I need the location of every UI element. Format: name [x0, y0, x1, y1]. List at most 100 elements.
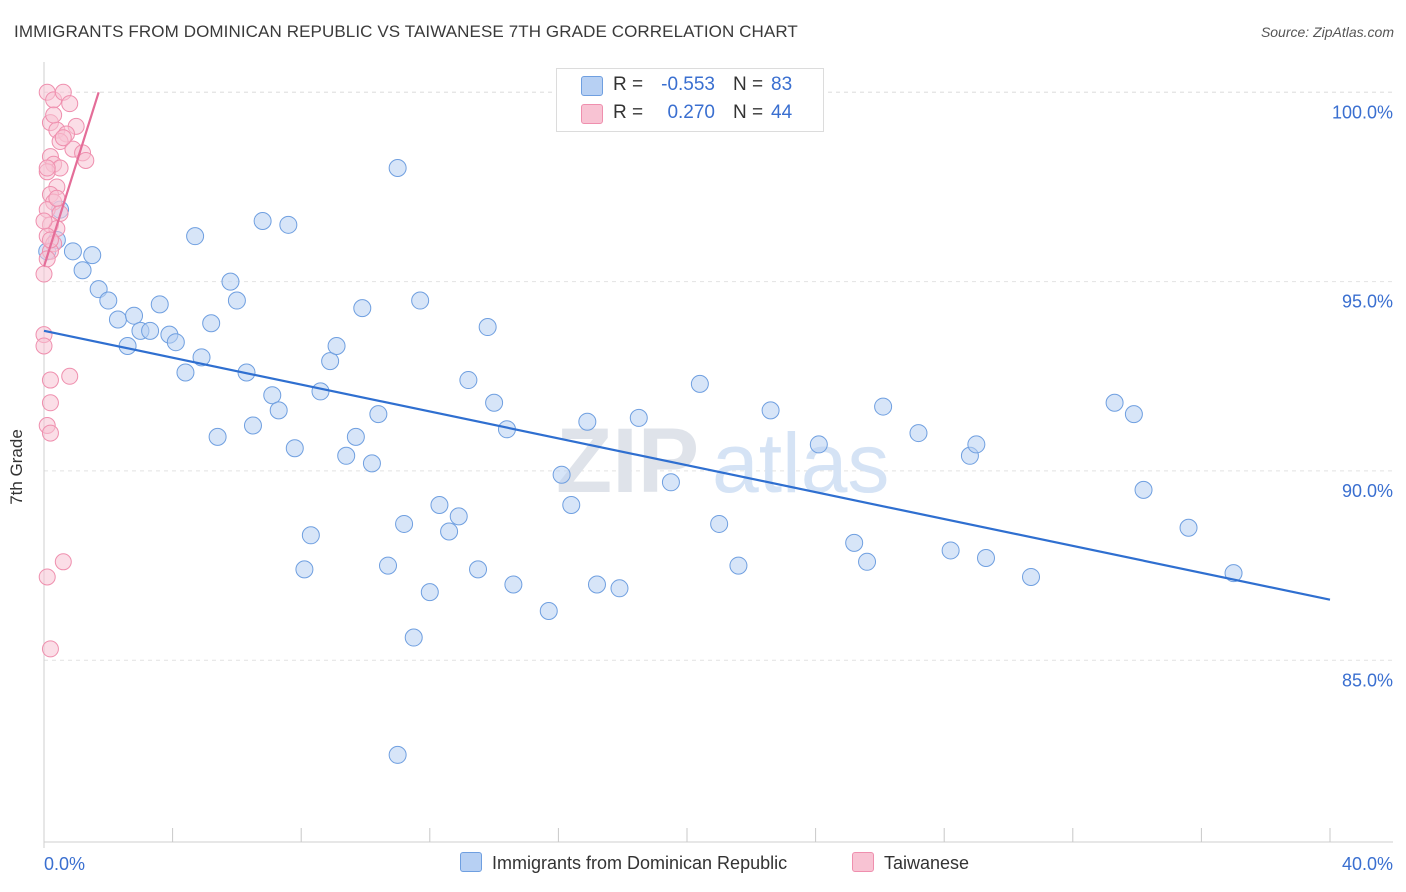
data-point-blue: [504, 575, 523, 594]
data-point-blue: [166, 333, 185, 352]
data-point-pink: [54, 553, 72, 571]
data-point-blue: [279, 215, 298, 234]
data-point-blue: [809, 435, 828, 454]
data-point-blue: [141, 321, 160, 340]
x-tick-label-left: 0.0%: [44, 854, 85, 874]
data-point-blue: [587, 575, 606, 594]
data-point-blue: [411, 291, 430, 310]
data-point-blue: [321, 352, 340, 371]
data-point-pink: [35, 337, 53, 355]
data-point-blue: [301, 526, 320, 545]
data-point-blue: [478, 318, 497, 337]
series-pink-points: [35, 83, 95, 658]
data-point-pink: [41, 640, 59, 658]
data-point-blue: [710, 514, 729, 533]
bottom-legend-swatch-blue: [460, 852, 482, 872]
data-point-blue: [552, 465, 571, 484]
data-point-blue: [176, 363, 195, 382]
legend-r-value: 0.270: [667, 102, 715, 123]
data-point-blue: [295, 560, 314, 579]
legend-r-value: -0.553: [661, 74, 715, 95]
data-point-blue: [1179, 518, 1198, 537]
y-tick-labels: 100.0% 95.0% 90.0% 85.0%: [1332, 102, 1393, 690]
data-point-blue: [327, 336, 346, 355]
data-point-blue: [63, 242, 82, 261]
data-point-blue: [227, 291, 246, 310]
data-point-blue: [661, 473, 680, 492]
data-point-blue: [243, 416, 262, 435]
data-point-pink: [41, 424, 59, 442]
data-point-blue: [459, 371, 478, 390]
data-point-blue: [192, 348, 211, 367]
data-point-blue: [404, 628, 423, 647]
data-point-blue: [379, 556, 398, 575]
data-point-blue: [420, 583, 439, 602]
data-point-blue: [440, 522, 459, 541]
data-point-blue: [125, 306, 144, 325]
data-point-pink: [41, 371, 59, 389]
data-point-blue: [369, 405, 388, 424]
watermark-zip: ZIP: [556, 410, 699, 512]
data-point-blue: [1224, 564, 1243, 583]
bottom-legend-label-blue: Immigrants from Dominican Republic: [492, 853, 788, 873]
legend-r-label: R =: [613, 74, 644, 95]
data-point-blue: [690, 374, 709, 393]
y-axis-label: 7th Grade: [7, 429, 26, 505]
data-point-pink: [41, 394, 59, 412]
data-point-blue: [729, 556, 748, 575]
data-point-pink: [48, 189, 66, 207]
data-point-blue: [269, 401, 288, 420]
data-point-blue: [221, 272, 240, 291]
legend-n-label: N =: [733, 102, 764, 123]
chart-title: IMMIGRANTS FROM DOMINICAN REPUBLIC VS TA…: [14, 22, 798, 41]
data-point-blue: [346, 427, 365, 446]
legend-n-value: 44: [771, 102, 793, 123]
data-point-blue: [263, 386, 282, 405]
data-point-blue: [967, 435, 986, 454]
legend-n-label: N =: [733, 74, 764, 95]
trend-line-blue: [43, 329, 1331, 601]
data-point-pink: [45, 106, 63, 124]
legend-n-value: 83: [771, 74, 793, 95]
trend-line-pink: [42, 91, 100, 267]
y-tick-label: 100.0%: [1332, 102, 1393, 122]
x-tick-label-right: 40.0%: [1342, 854, 1393, 874]
data-point-blue: [388, 745, 407, 764]
data-point-pink: [54, 129, 72, 147]
watermark-atlas: atlas: [712, 416, 889, 510]
data-point-pink: [35, 265, 53, 283]
data-point-blue: [909, 424, 928, 443]
data-point-blue: [285, 439, 304, 458]
data-point-blue: [395, 514, 414, 533]
data-point-blue: [1124, 405, 1143, 424]
data-point-blue: [73, 261, 92, 280]
legend-row-pink: R = 0.270 N = 44: [557, 101, 823, 127]
data-point-blue: [874, 397, 893, 416]
data-point-blue: [208, 427, 227, 446]
data-point-blue: [150, 295, 169, 314]
data-point-blue: [539, 602, 558, 621]
data-point-blue: [1105, 393, 1124, 412]
data-point-blue: [578, 412, 597, 431]
data-point-blue: [186, 227, 205, 246]
legend-swatch-pink: [581, 104, 603, 124]
data-point-blue: [485, 393, 504, 412]
bottom-legend-pink: Taiwanese: [852, 852, 969, 876]
data-point-blue: [337, 446, 356, 465]
bottom-legend-blue: Immigrants from Dominican Republic: [460, 852, 787, 876]
legend-r-label: R =: [613, 102, 644, 123]
data-point-blue: [629, 408, 648, 427]
data-point-blue: [362, 454, 381, 473]
data-point-blue: [469, 560, 488, 579]
data-point-pink: [35, 212, 53, 230]
data-point-blue: [253, 212, 272, 231]
stats-legend: R = -0.553 N = 83 R = 0.270 N = 44: [556, 68, 824, 132]
data-point-blue: [353, 299, 372, 318]
data-point-pink: [77, 151, 95, 169]
y-tick-label: 90.0%: [1342, 481, 1393, 501]
data-point-blue: [388, 159, 407, 178]
data-point-blue: [941, 541, 960, 560]
data-point-blue: [202, 314, 221, 333]
data-point-pink: [61, 95, 79, 113]
